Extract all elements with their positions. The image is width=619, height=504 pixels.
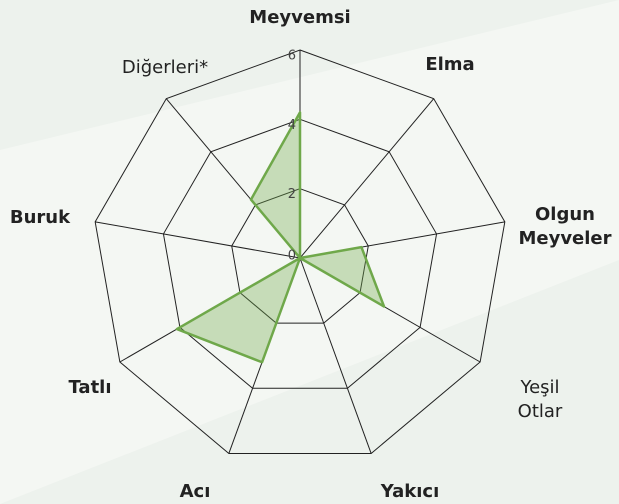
r-tick-label: 0 (288, 249, 296, 264)
grid-ring (231, 188, 369, 324)
spoke (299, 257, 372, 454)
category-label: Yakıcı (380, 481, 440, 502)
data-area (175, 111, 386, 364)
r-tick-label: 4 (288, 118, 296, 133)
category-label: Meyvemsi (249, 7, 350, 28)
category-label: Yeşil Otlar (518, 377, 563, 422)
category-label: Buruk (10, 207, 71, 228)
category-label: Olgun Meyveler (518, 204, 611, 249)
r-tick-label: 2 (288, 187, 296, 202)
spoke (299, 98, 435, 259)
category-label: Acı (180, 481, 211, 502)
spoke (95, 221, 301, 259)
category-label: Diğerleri* (122, 57, 208, 78)
category-label: Tatlı (68, 377, 111, 398)
grid-ring (162, 118, 438, 389)
r-tick-label: 6 (288, 49, 296, 64)
category-label: Elma (425, 54, 474, 75)
grid-ring (94, 49, 506, 454)
